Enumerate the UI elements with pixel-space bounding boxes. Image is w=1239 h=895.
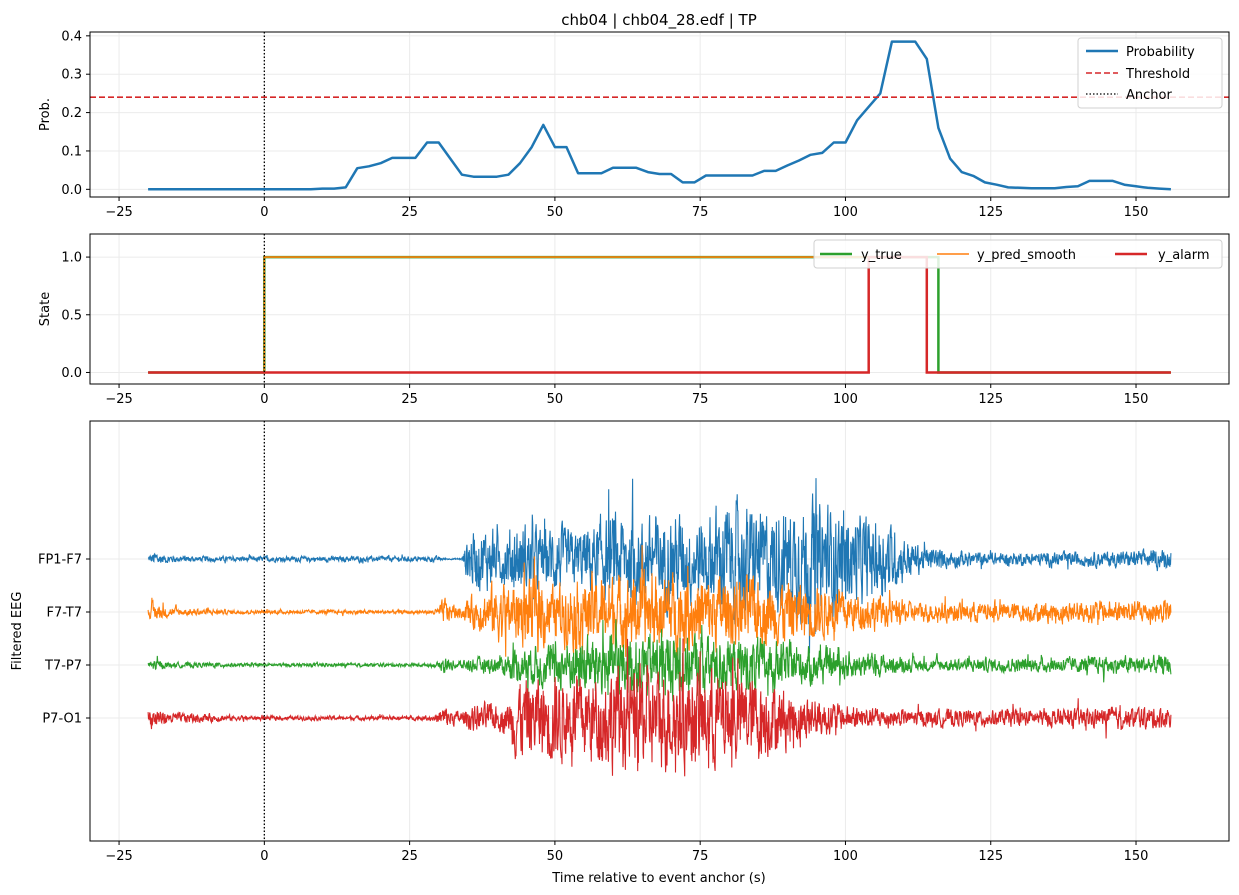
state-legend: y_true y_pred_smooth y_alarm bbox=[813, 239, 1223, 269]
legend-threshold: Threshold bbox=[1125, 67, 1190, 82]
probability-panel: −25 0 25 50 75 100 125 150 0.0 0.1 0.2 0.3 0.4 Prob.… bbox=[38, 29, 1230, 220]
x-tick-label: 25 bbox=[401, 205, 418, 220]
channel-label-f7-t7: F7-T7 bbox=[47, 606, 82, 621]
eeg-ylabel: Filtered EEG bbox=[10, 592, 25, 671]
x-tick-label: −25 bbox=[105, 849, 132, 864]
x-tick-label: 150 bbox=[1124, 205, 1149, 220]
channel-label-t7-p7: T7-P7 bbox=[44, 659, 82, 674]
x-tick-label: 0 bbox=[260, 849, 268, 864]
legend-y-alarm: y_alarm bbox=[1158, 248, 1210, 263]
state-ylabel: State bbox=[38, 292, 53, 326]
channel-label-p7-o1: P7-O1 bbox=[42, 712, 82, 727]
x-tick-label: 25 bbox=[401, 392, 418, 407]
x-tick-label: −25 bbox=[105, 392, 132, 407]
eeg-xlabel: Time relative to event anchor (s) bbox=[551, 871, 765, 886]
x-tick-label: 75 bbox=[692, 392, 709, 407]
x-tick-label: 100 bbox=[833, 392, 858, 407]
legend-y-true: y_true bbox=[861, 248, 902, 263]
x-tick-label: 50 bbox=[547, 849, 564, 864]
x-tick-label: 150 bbox=[1124, 849, 1149, 864]
x-tick-label: 125 bbox=[978, 392, 1003, 407]
prob-ylabel: Prob. bbox=[38, 98, 53, 131]
channel-label-fp1-f7: FP1-F7 bbox=[38, 553, 82, 568]
legend-y-pred-smooth: y_pred_smooth bbox=[977, 248, 1076, 263]
y-tick-label: 0.5 bbox=[61, 308, 82, 323]
x-tick-label: 0 bbox=[260, 392, 268, 407]
x-tick-label: 100 bbox=[833, 849, 858, 864]
eeg-trace-t7-p7 bbox=[147, 619, 1172, 702]
y-tick-label: 0.1 bbox=[61, 144, 82, 159]
x-tick-label: 50 bbox=[547, 205, 564, 220]
y-tick-label: 0.3 bbox=[61, 68, 82, 83]
eeg-panel: −25 0 25 50 75 100 125 150 FP1-F7 F7-T7 T7-P7 P7-O1… bbox=[10, 420, 1230, 886]
x-tick-label: 0 bbox=[260, 205, 268, 220]
x-tick-label: 50 bbox=[547, 392, 564, 407]
x-tick-label: 75 bbox=[692, 205, 709, 220]
probability-line bbox=[148, 40, 1171, 191]
chart-title: chb04 | chb04_28.edf | TP bbox=[561, 11, 757, 30]
y-tick-label: 0.4 bbox=[61, 29, 82, 44]
y-tick-label: 1.0 bbox=[61, 251, 82, 266]
x-tick-label: 75 bbox=[692, 849, 709, 864]
x-tick-label: 100 bbox=[833, 205, 858, 220]
eeg-trace-p7-o1 bbox=[147, 638, 1172, 777]
x-tick-label: −25 bbox=[105, 205, 132, 220]
x-tick-label: 125 bbox=[978, 205, 1003, 220]
x-tick-label: 125 bbox=[978, 849, 1003, 864]
y-tick-label: 0.0 bbox=[61, 183, 82, 198]
probability-legend: Probability Threshold Anchor bbox=[1077, 37, 1223, 109]
state-panel: −25 0 25 50 75 100 125 150 0.0 0.5 1.0 State y_tru… bbox=[38, 233, 1230, 407]
legend-probability: Probability bbox=[1126, 45, 1195, 60]
eeg-trace-f7-t7 bbox=[147, 545, 1172, 658]
x-tick-label: 25 bbox=[401, 849, 418, 864]
x-tick-label: 150 bbox=[1124, 392, 1149, 407]
legend-anchor: Anchor bbox=[1126, 88, 1172, 103]
eeg-trace-fp1-f7 bbox=[147, 478, 1172, 654]
y-tick-label: 0.0 bbox=[61, 366, 82, 381]
y-tick-label: 0.2 bbox=[61, 106, 82, 121]
